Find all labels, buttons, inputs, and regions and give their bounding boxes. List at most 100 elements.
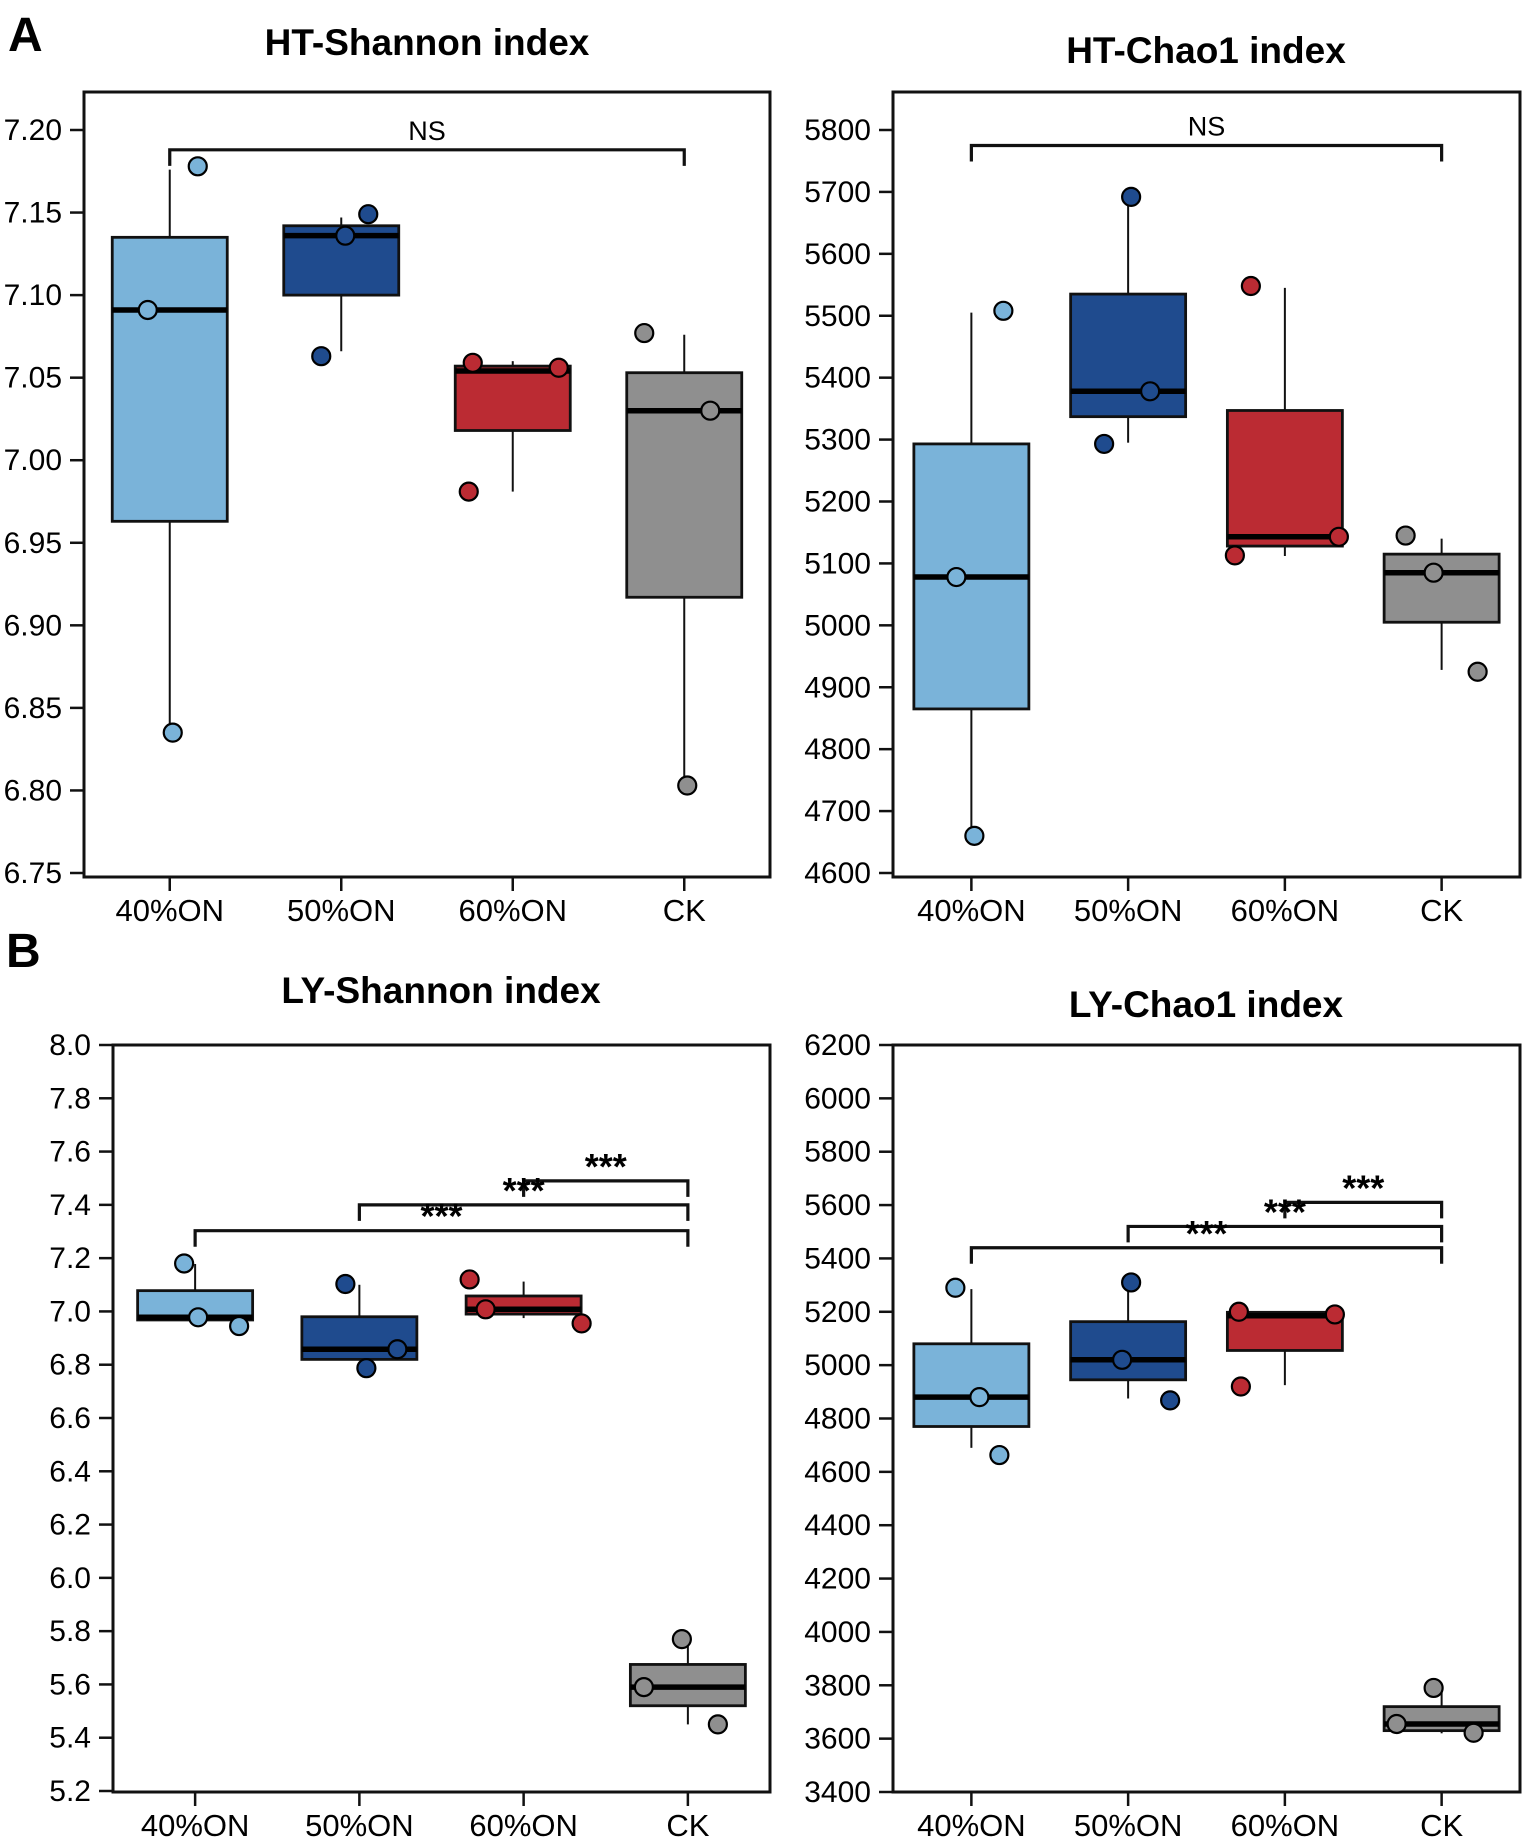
y-tick-label: 6.4 — [49, 1455, 91, 1488]
jitter-point — [1094, 433, 1115, 455]
y-tick-label: 6.0 — [49, 1562, 91, 1595]
y-tick-label: 5400 — [804, 1242, 871, 1275]
box-group-60%ON — [459, 1269, 592, 1334]
x-tick-label-60%ON: 60%ON — [1231, 1808, 1340, 1839]
jitter-point — [1463, 1722, 1484, 1743]
y-tick-label: 7.00 — [4, 444, 62, 477]
box-group-60%ON — [453, 352, 572, 502]
x-tick-label-60%ON: 60%ON — [458, 893, 567, 928]
jitter-point — [1423, 1677, 1444, 1699]
y-tick-label: 5200 — [804, 486, 871, 519]
y-tick-label: 7.4 — [49, 1189, 91, 1222]
box-group-CK — [1382, 525, 1501, 682]
sig-bracket: NS — [969, 111, 1444, 162]
y-tick-label: 7.20 — [4, 114, 62, 147]
y-tick-label: 7.05 — [4, 362, 62, 395]
y-tick-label: 4800 — [804, 733, 871, 766]
y-tick-label: 4000 — [804, 1616, 871, 1649]
boxplot-HT-Shannon index: 7.20 7.15 7.10 7.05 7.00 6.95 6.90 6.85 6.80 6.75… — [4, 90, 772, 928]
y-tick-label: 3400 — [804, 1776, 871, 1809]
box-rect — [1382, 552, 1501, 624]
y-tick-label: 5800 — [804, 1136, 871, 1169]
jitter-point — [1160, 1390, 1181, 1411]
sig-bracket: *** — [969, 1213, 1444, 1264]
jitter-point — [1324, 1304, 1345, 1325]
jitter-point — [1467, 661, 1488, 682]
y-tick-label: 6.75 — [4, 857, 62, 890]
jitter-point — [1423, 562, 1444, 583]
x-tick-label-50%ON: 50%ON — [1074, 1808, 1183, 1839]
jitter-point — [1328, 526, 1349, 547]
x-tick-label-50%ON: 50%ON — [287, 893, 396, 928]
x-tick-label-CK: CK — [663, 893, 706, 928]
plot-title-ly-chao1: LY-Chao1 index — [1068, 984, 1344, 1025]
y-tick-label: 6200 — [804, 1029, 871, 1062]
y-tick-label: 4200 — [804, 1563, 871, 1596]
y-tick-label: 7.2 — [49, 1242, 91, 1275]
y-tick-label: 6.2 — [49, 1509, 91, 1542]
y-tick-label: 5000 — [804, 609, 871, 642]
y-tick-label: 4900 — [804, 671, 871, 704]
y-tick-label: 5400 — [804, 362, 871, 395]
y-tick-label: 4800 — [804, 1403, 871, 1436]
y-tick-label: 5800 — [804, 114, 871, 147]
box-rect — [453, 364, 572, 432]
jitter-point — [335, 1273, 356, 1295]
sig-label-ns: NS — [1188, 111, 1226, 141]
sig-label-stars: *** — [1342, 1167, 1384, 1208]
x-tick-label-60%ON: 60%ON — [1231, 893, 1340, 928]
boxplot-HT-Chao1 index: 5800 5700 5600 5500 5400 5300 5200 5100 5000 4900… — [804, 90, 1522, 928]
x-tick-label-CK: CK — [666, 1808, 709, 1839]
y-tick-label: 5100 — [804, 547, 871, 580]
jitter-point — [162, 722, 183, 743]
sig-bracket: *** — [1126, 1191, 1444, 1243]
jitter-point — [335, 225, 356, 246]
y-tick-label: 6.80 — [4, 774, 62, 807]
y-tick-label: 5700 — [804, 176, 871, 209]
jitter-point — [137, 299, 158, 321]
box-rect — [1225, 1310, 1344, 1352]
jitter-point — [946, 566, 967, 588]
boxplot-LY-Shannon index: 8.0 7.8 7.6 7.4 7.2 7.0 6.8 6.6 6.4 6.2 6.0 5.8 5.6 5… — [49, 1029, 772, 1839]
y-tick-label: 6000 — [804, 1082, 871, 1115]
y-tick-label: 4600 — [804, 857, 871, 890]
x-tick-label-40%ON: 40%ON — [115, 893, 224, 928]
jitter-point — [1140, 381, 1161, 402]
jitter-point — [475, 1299, 496, 1320]
box-group-CK — [625, 322, 744, 796]
y-tick-label: 5.8 — [49, 1615, 91, 1648]
box-group-50%ON — [1069, 1272, 1188, 1411]
sig-label-stars: *** — [1185, 1213, 1227, 1254]
y-tick-label: 6.8 — [49, 1349, 91, 1382]
y-tick-label: 7.10 — [4, 279, 62, 312]
jitter-point — [1112, 1349, 1133, 1370]
y-tick-label: 4600 — [804, 1456, 871, 1489]
sig-bracket: NS — [168, 116, 686, 166]
y-tick-label: 7.0 — [49, 1295, 91, 1328]
sig-label-stars: *** — [503, 1170, 545, 1211]
jitter-point — [462, 352, 483, 373]
jitter-point — [993, 300, 1014, 321]
jitter-point — [1240, 275, 1261, 297]
y-tick-label: 4400 — [804, 1509, 871, 1542]
y-tick-label: 5600 — [804, 238, 871, 271]
y-tick-label: 6.90 — [4, 609, 62, 642]
x-tick-label-50%ON: 50%ON — [305, 1808, 414, 1839]
y-tick-label: 6.95 — [4, 527, 62, 560]
jitter-point — [188, 1307, 209, 1328]
sig-bracket: *** — [522, 1146, 690, 1197]
box-rect — [625, 371, 744, 599]
y-tick-label: 5200 — [804, 1296, 871, 1329]
panel-label-a: A — [8, 9, 43, 62]
x-tick-label-60%ON: 60%ON — [469, 1808, 578, 1839]
y-tick-label: 5.6 — [49, 1668, 91, 1701]
sig-bracket: *** — [193, 1196, 690, 1247]
jitter-point — [989, 1444, 1010, 1466]
y-tick-label: 7.6 — [49, 1136, 91, 1169]
panel-label-b: B — [6, 925, 41, 978]
jitter-point — [634, 322, 655, 344]
jitter-point — [358, 204, 379, 225]
jitter-point — [459, 1269, 480, 1290]
y-tick-label: 4700 — [804, 795, 871, 828]
